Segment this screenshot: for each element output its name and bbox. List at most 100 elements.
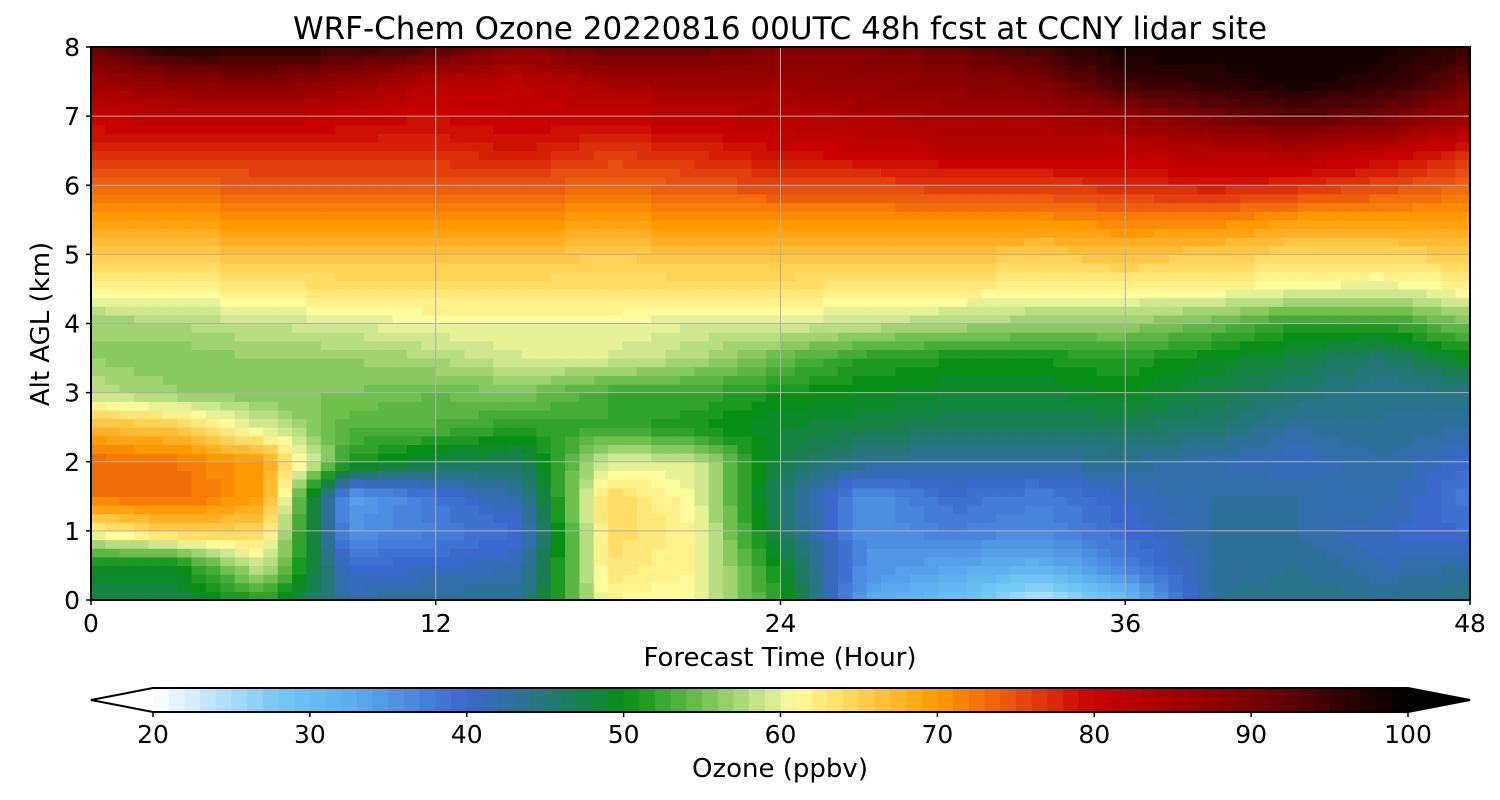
heatmap-cell (148, 211, 164, 221)
heatmap-cell (1297, 496, 1313, 506)
heatmap-cell (565, 245, 580, 255)
heatmap-cell (507, 237, 523, 247)
heatmap-cell (823, 513, 839, 523)
heatmap-cell (665, 237, 681, 247)
heatmap-cell (1110, 323, 1126, 333)
heatmap-cell (1383, 254, 1399, 264)
heatmap-cell (521, 591, 537, 601)
heatmap-cell (464, 176, 480, 186)
heatmap-cell (694, 150, 710, 160)
heatmap-cell (493, 349, 509, 359)
heatmap-cell (1340, 479, 1356, 489)
heatmap-cell (550, 211, 566, 221)
heatmap-cell (249, 375, 264, 385)
heatmap-cell (1455, 392, 1471, 402)
heatmap-cell (263, 254, 279, 264)
heatmap-cell (1398, 358, 1414, 368)
heatmap-cell (766, 427, 782, 437)
heatmap-cell (1398, 574, 1414, 584)
heatmap-cell (924, 470, 940, 480)
heatmap-cell (751, 453, 767, 463)
heatmap-cell (794, 280, 810, 290)
heatmap-cell (780, 228, 796, 238)
heatmap-cell (1125, 383, 1141, 394)
heatmap-cell (134, 237, 150, 247)
heatmap-cell (837, 444, 853, 454)
heatmap-cell (1139, 574, 1155, 584)
heatmap-cell (234, 418, 250, 428)
heatmap-cell (809, 271, 825, 281)
heatmap-cell (1268, 185, 1284, 195)
heatmap-cell (392, 548, 408, 558)
heatmap-cell (249, 530, 264, 541)
heatmap-cell (292, 288, 308, 299)
heatmap-cell (1311, 444, 1327, 454)
heatmap-cell (565, 513, 580, 523)
heatmap-cell (1067, 548, 1083, 558)
heatmap-cell (306, 539, 322, 549)
heatmap-cell (277, 574, 293, 584)
heatmap-cell (1197, 461, 1213, 471)
heatmap-cell (335, 418, 351, 428)
heatmap-cell (593, 228, 609, 238)
heatmap-cell (694, 280, 710, 290)
heatmap-cell (1412, 202, 1428, 212)
heatmap-cell (1197, 193, 1213, 204)
heatmap-cell (909, 461, 925, 471)
heatmap-cell (708, 556, 724, 567)
heatmap-cell (1182, 185, 1198, 195)
heatmap-cell (780, 306, 796, 316)
heatmap-cell (981, 496, 997, 506)
heatmap-cell (1426, 193, 1442, 204)
heatmap-cell (1355, 487, 1371, 497)
heatmap-cell (1426, 530, 1442, 541)
heatmap-cell (1082, 427, 1098, 437)
heatmap-cell (593, 565, 609, 575)
heatmap-cell (134, 574, 150, 584)
heatmap-cell (952, 306, 968, 316)
heatmap-cell (780, 409, 796, 420)
heatmap-cell (1455, 193, 1471, 204)
heatmap-cell (967, 444, 983, 454)
heatmap-cell (421, 392, 437, 402)
heatmap-cell (1197, 176, 1213, 186)
heatmap-cell (177, 539, 193, 549)
heatmap-cell (464, 228, 480, 238)
heatmap-cell (766, 280, 782, 290)
heatmap-cell (938, 254, 954, 264)
heatmap-cell (1010, 479, 1026, 489)
heatmap-cell (1168, 496, 1184, 506)
heatmap-cell (608, 418, 624, 428)
heatmap-cell (1412, 263, 1428, 273)
heatmap-cell (981, 254, 997, 264)
heatmap-cell (1311, 254, 1327, 264)
heatmap-cell (363, 383, 379, 394)
heatmap-cell (320, 582, 336, 592)
heatmap-cell (450, 358, 466, 368)
heatmap-cell (780, 444, 796, 454)
heatmap-cell (91, 522, 106, 532)
heatmap-cell (995, 522, 1011, 532)
heatmap-cell (651, 366, 667, 376)
heatmap-cell (1240, 513, 1256, 523)
heatmap-cell (809, 297, 825, 307)
heatmap-cell (1053, 332, 1069, 342)
heatmap-cell (392, 150, 408, 160)
heatmap-cell (177, 306, 193, 316)
heatmap-cell (1110, 159, 1126, 169)
heatmap-cell (852, 150, 868, 160)
heatmap-cell (162, 401, 178, 411)
heatmap-cell (1383, 271, 1399, 281)
heatmap-cell (579, 461, 595, 471)
heatmap-cell (1168, 530, 1184, 541)
heatmap-cell (924, 401, 940, 411)
heatmap-cell (220, 435, 236, 446)
heatmap-cell (263, 539, 279, 549)
heatmap-cell (737, 392, 753, 402)
heatmap-cell (751, 288, 767, 299)
heatmap-cell (1182, 496, 1198, 506)
heatmap-cell (708, 150, 724, 160)
heatmap-cell (981, 565, 997, 575)
heatmap-cell (507, 591, 523, 601)
heatmap-cell (521, 193, 537, 204)
